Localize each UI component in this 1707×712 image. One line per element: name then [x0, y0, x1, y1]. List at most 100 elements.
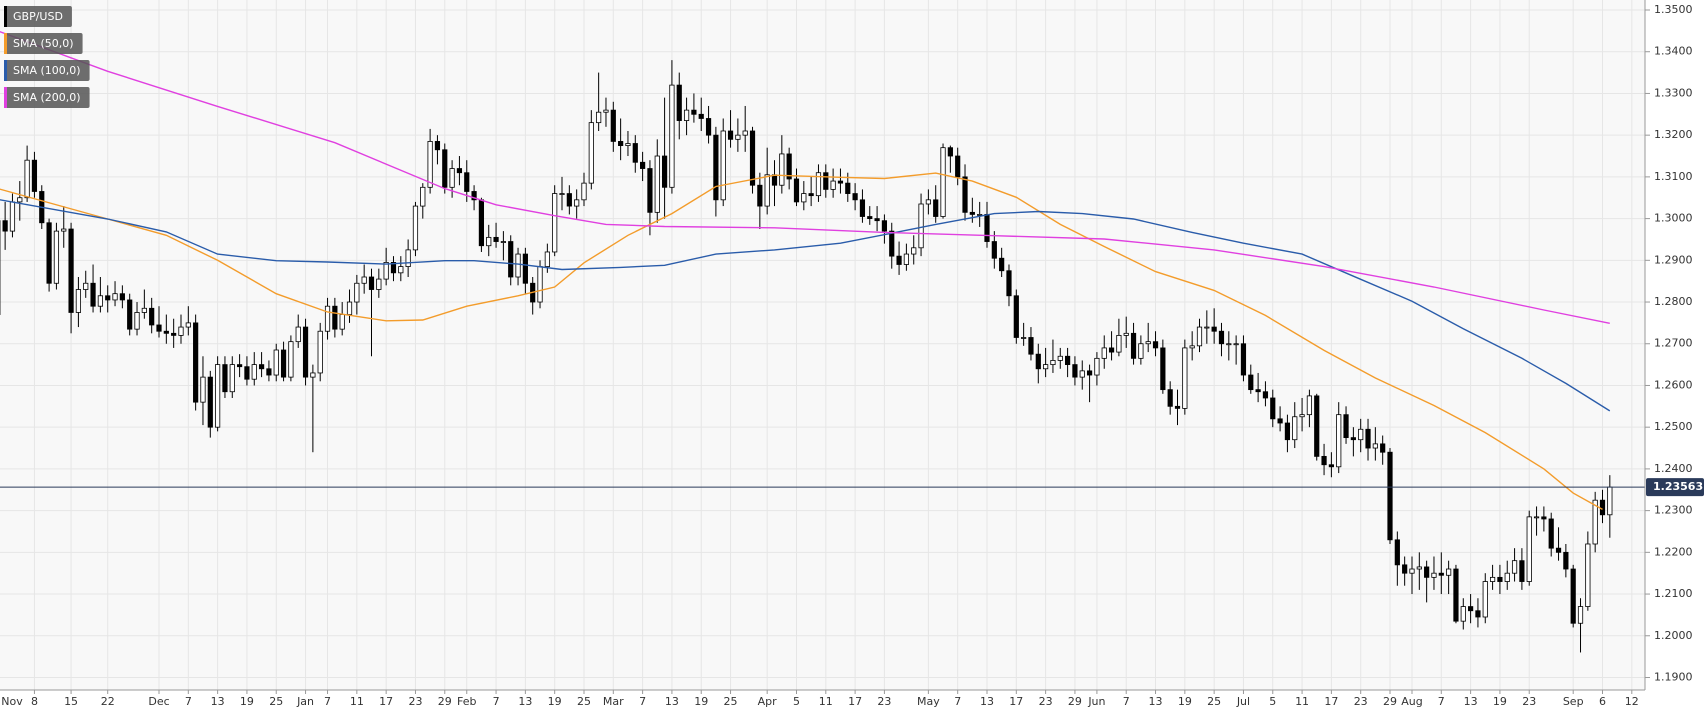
candle-body — [1240, 343, 1247, 376]
y-tick-label: 1.2800 — [1654, 295, 1693, 308]
x-tick-label: 25 — [577, 695, 591, 708]
candle-body — [434, 141, 441, 151]
candle-body — [61, 228, 67, 232]
x-tick-label: 19 — [1178, 695, 1192, 708]
candle-body — [1460, 606, 1466, 622]
legend-label: SMA (200,0) — [13, 91, 81, 104]
x-tick-label: Feb — [457, 695, 476, 708]
candle-body — [178, 326, 184, 336]
candle-body — [830, 180, 836, 190]
candle-body — [1292, 416, 1298, 441]
candle-body — [1108, 347, 1115, 353]
candle-body — [925, 199, 931, 205]
candle-body — [552, 193, 558, 253]
candle-body — [852, 193, 858, 201]
candle-body — [691, 109, 697, 115]
candle-body — [1358, 428, 1364, 441]
x-tick-label: Jan — [296, 695, 314, 708]
candle-body — [1035, 353, 1041, 370]
candle-body — [1394, 539, 1400, 566]
candle-body — [588, 122, 594, 184]
candle-body — [661, 155, 668, 188]
candle-body — [903, 253, 909, 265]
candle-body — [493, 236, 499, 242]
candle-body — [354, 282, 360, 303]
candle-body — [156, 324, 162, 332]
x-tick-label: 29 — [1068, 695, 1082, 708]
candle-body — [1314, 395, 1320, 457]
x-tick-label: May — [917, 695, 940, 708]
candle-body — [1365, 428, 1371, 449]
candle-body — [68, 228, 74, 313]
x-tick-label: Dec — [148, 695, 169, 708]
candle-body — [215, 364, 221, 428]
candle-body — [801, 193, 807, 203]
candle-body — [1145, 341, 1151, 345]
candle-body — [1519, 560, 1525, 582]
candle-body — [266, 368, 272, 376]
candle-body — [1248, 374, 1254, 391]
candle-body — [229, 364, 235, 393]
candle-body — [163, 330, 169, 334]
candle-body — [383, 262, 389, 280]
x-tick-label: 23 — [1039, 695, 1053, 708]
x-tick-label: 5 — [1269, 695, 1276, 708]
candle-body — [171, 332, 177, 336]
x-tick-label: 13 — [211, 695, 225, 708]
candle-body — [632, 143, 638, 163]
candle-body — [332, 305, 338, 330]
candle-body — [837, 180, 844, 184]
candle-body — [727, 130, 734, 140]
candle-body — [508, 241, 514, 278]
candle-body — [24, 159, 30, 199]
legend-label: SMA (100,0) — [13, 64, 81, 77]
candle-body — [310, 372, 316, 378]
sma-line — [0, 199, 1611, 412]
y-tick-label: 1.2300 — [1654, 504, 1693, 517]
x-tick-label: 11 — [1295, 695, 1309, 708]
candle-body — [75, 289, 82, 313]
x-tick-label: Sep — [1563, 695, 1584, 708]
candle-body — [368, 276, 375, 290]
x-tick-label: Jun — [1087, 695, 1105, 708]
candle-body — [544, 251, 550, 267]
x-tick-label: 7 — [954, 695, 961, 708]
y-tick-label: 1.2000 — [1654, 629, 1693, 642]
x-tick-label: 11 — [350, 695, 364, 708]
candle-body — [1086, 370, 1093, 376]
candle-body — [786, 153, 792, 180]
candle-body — [1585, 543, 1591, 607]
candle-body — [683, 109, 690, 121]
y-tick-label: 1.1900 — [1654, 670, 1693, 683]
candle-body — [757, 184, 763, 207]
candle-body — [713, 134, 719, 201]
legend-box — [4, 87, 90, 108]
x-tick-label: 7 — [1123, 695, 1130, 708]
candle-body — [398, 266, 404, 274]
candle-body — [1226, 343, 1232, 346]
candle-body — [823, 172, 829, 190]
candle-body — [376, 278, 382, 290]
legend-swatch — [4, 33, 7, 54]
candle-body — [1013, 295, 1019, 338]
candle-body — [134, 312, 140, 330]
candle-body — [1160, 347, 1166, 391]
candle-body — [449, 168, 455, 188]
candle-body — [522, 253, 528, 284]
candle-body — [500, 241, 506, 243]
candle-body — [346, 301, 353, 315]
x-tick-label: 7 — [493, 695, 500, 708]
x-tick-label: 23 — [408, 695, 422, 708]
candle-body — [1028, 337, 1034, 355]
y-tick-label: 1.3200 — [1654, 128, 1693, 141]
candle-body — [1526, 516, 1532, 582]
candle-body — [1233, 343, 1239, 346]
candle-body — [947, 147, 953, 157]
x-tick-label: 25 — [724, 695, 738, 708]
candle-body — [955, 155, 961, 178]
candle-body — [999, 257, 1005, 272]
candle-body — [222, 364, 228, 393]
candle-body — [1504, 572, 1510, 582]
